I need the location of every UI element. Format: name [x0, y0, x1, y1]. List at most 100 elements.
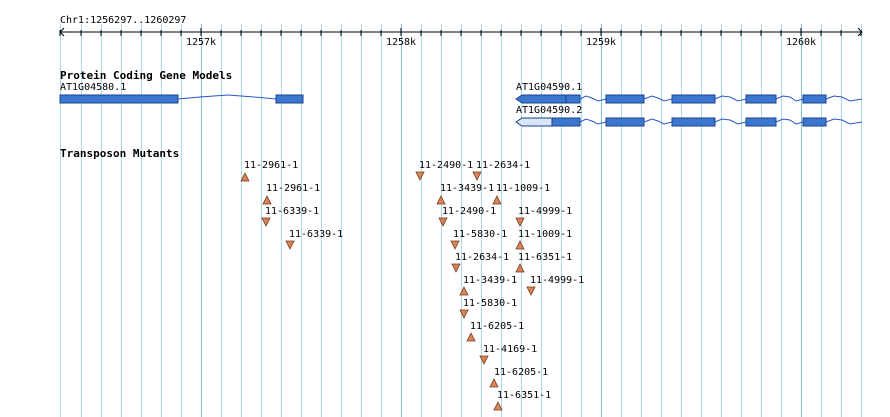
gene-label-at1g04590-2[interactable]: AT1G04590.2: [516, 105, 583, 116]
grid-line-minor: [821, 24, 822, 417]
mutant-marker-icon[interactable]: [262, 195, 272, 205]
grid-line-minor: [461, 24, 462, 417]
mutant-marker-icon[interactable]: [515, 217, 525, 227]
mutant-marker-icon[interactable]: [415, 171, 425, 181]
mutant-marker-icon[interactable]: [459, 309, 469, 319]
ruler-tick-label: 1258k: [385, 37, 417, 48]
mutant-marker-icon[interactable]: [515, 263, 525, 273]
grid-line-minor: [641, 24, 642, 417]
grid-line-minor: [741, 24, 742, 417]
grid-line-minor: [621, 24, 622, 417]
grid-line-minor: [861, 24, 862, 417]
mutant-marker-icon[interactable]: [436, 195, 446, 205]
mutant-label[interactable]: 11-6205-1: [494, 367, 549, 378]
mutant-label[interactable]: 11-6205-1: [470, 321, 525, 332]
mutant-marker-icon[interactable]: [450, 240, 460, 250]
ruler-tick-label: 1257k: [185, 37, 217, 48]
mutant-label[interactable]: 11-6351-1: [518, 252, 573, 263]
mutant-label[interactable]: 11-6351-1: [497, 390, 552, 401]
mutant-marker-icon[interactable]: [479, 355, 489, 365]
mutant-marker-icon[interactable]: [515, 240, 525, 250]
grid-line-minor: [761, 24, 762, 417]
grid-line-minor: [501, 24, 502, 417]
gene-model-at1g04580-1[interactable]: [59, 94, 304, 104]
grid-line-minor: [561, 24, 562, 417]
mutant-marker-icon[interactable]: [438, 217, 448, 227]
intron: [775, 118, 804, 125]
mutant-marker-icon[interactable]: [466, 332, 476, 342]
mutant-label[interactable]: 11-2634-1: [476, 160, 531, 171]
ruler-right-arrow[interactable]: [857, 27, 863, 37]
exon[interactable]: [515, 94, 567, 104]
gene-label-at1g04590-1[interactable]: AT1G04590.1: [516, 82, 583, 93]
gene-model-at1g04590-2[interactable]: [515, 117, 863, 127]
exon[interactable]: [275, 94, 304, 104]
mutant-label[interactable]: 11-4999-1: [530, 275, 585, 286]
grid-line-minor: [81, 24, 82, 417]
grid-line-minor: [541, 24, 542, 417]
exon[interactable]: [802, 94, 827, 104]
grid-line-minor: [101, 24, 102, 417]
mutant-marker-icon[interactable]: [493, 401, 503, 411]
exon[interactable]: [551, 117, 581, 127]
mutant-label[interactable]: 11-4999-1: [518, 206, 573, 217]
intron: [177, 94, 277, 100]
mutant-label[interactable]: 11-5830-1: [453, 229, 508, 240]
ruler-ticks: [59, 28, 862, 36]
grid-line-minor: [321, 24, 322, 417]
mutant-label[interactable]: 11-3439-1: [440, 183, 495, 194]
mutant-label[interactable]: 11-2490-1: [419, 160, 474, 171]
mutant-label[interactable]: 11-2490-1: [442, 206, 497, 217]
mutant-marker-icon[interactable]: [240, 172, 250, 182]
mutant-marker-icon[interactable]: [526, 286, 536, 296]
exon[interactable]: [671, 94, 716, 104]
mutant-label[interactable]: 11-2961-1: [244, 160, 299, 171]
grid-line-minor: [481, 24, 482, 417]
mutant-label[interactable]: 11-1009-1: [518, 229, 573, 240]
exon[interactable]: [745, 94, 777, 104]
exon[interactable]: [802, 117, 827, 127]
intron: [579, 118, 607, 125]
grid-line-minor: [261, 24, 262, 417]
exon[interactable]: [745, 117, 777, 127]
gene-label-at1g04580-1[interactable]: AT1G04580.1: [60, 82, 127, 93]
grid-line-minor: [161, 24, 162, 417]
mutant-label[interactable]: 11-5830-1: [463, 298, 518, 309]
mutant-label[interactable]: 11-2961-1: [266, 183, 321, 194]
mutant-markers: [240, 171, 536, 411]
mutant-label[interactable]: 11-2634-1: [455, 252, 510, 263]
mutant-marker-icon[interactable]: [492, 195, 502, 205]
exon[interactable]: [605, 94, 645, 104]
intron: [825, 118, 863, 125]
grid-line-minor: [60, 24, 61, 417]
intron: [714, 118, 747, 125]
ruler-axis: [59, 27, 863, 37]
mutant-label[interactable]: 11-6339-1: [265, 206, 320, 217]
grid-line-minor: [361, 24, 362, 417]
intron: [714, 95, 747, 102]
exon[interactable]: [59, 94, 179, 104]
mutant-marker-icon[interactable]: [451, 263, 461, 273]
grid-line-minor: [241, 24, 242, 417]
mutant-marker-icon[interactable]: [489, 378, 499, 388]
mutant-marker-icon[interactable]: [472, 171, 482, 181]
mutant-marker-icon[interactable]: [285, 240, 295, 250]
mutant-label[interactable]: 11-4169-1: [483, 344, 538, 355]
exon[interactable]: [565, 94, 581, 104]
grid-line-major: [201, 24, 202, 417]
utr[interactable]: [515, 117, 553, 127]
grid-line-major: [601, 24, 602, 417]
grid-line-minor: [301, 24, 302, 417]
intron: [643, 118, 673, 125]
gene-model-at1g04590-1[interactable]: [515, 94, 863, 104]
mutant-marker-icon[interactable]: [459, 286, 469, 296]
mutant-label[interactable]: 11-1009-1: [496, 183, 551, 194]
exon[interactable]: [671, 117, 716, 127]
mutant-label[interactable]: 11-6339-1: [289, 229, 344, 240]
intron: [579, 95, 607, 102]
mutant-label[interactable]: 11-3439-1: [463, 275, 518, 286]
exon[interactable]: [605, 117, 645, 127]
grid-line-minor: [701, 24, 702, 417]
mutant-marker-icon[interactable]: [261, 217, 271, 227]
